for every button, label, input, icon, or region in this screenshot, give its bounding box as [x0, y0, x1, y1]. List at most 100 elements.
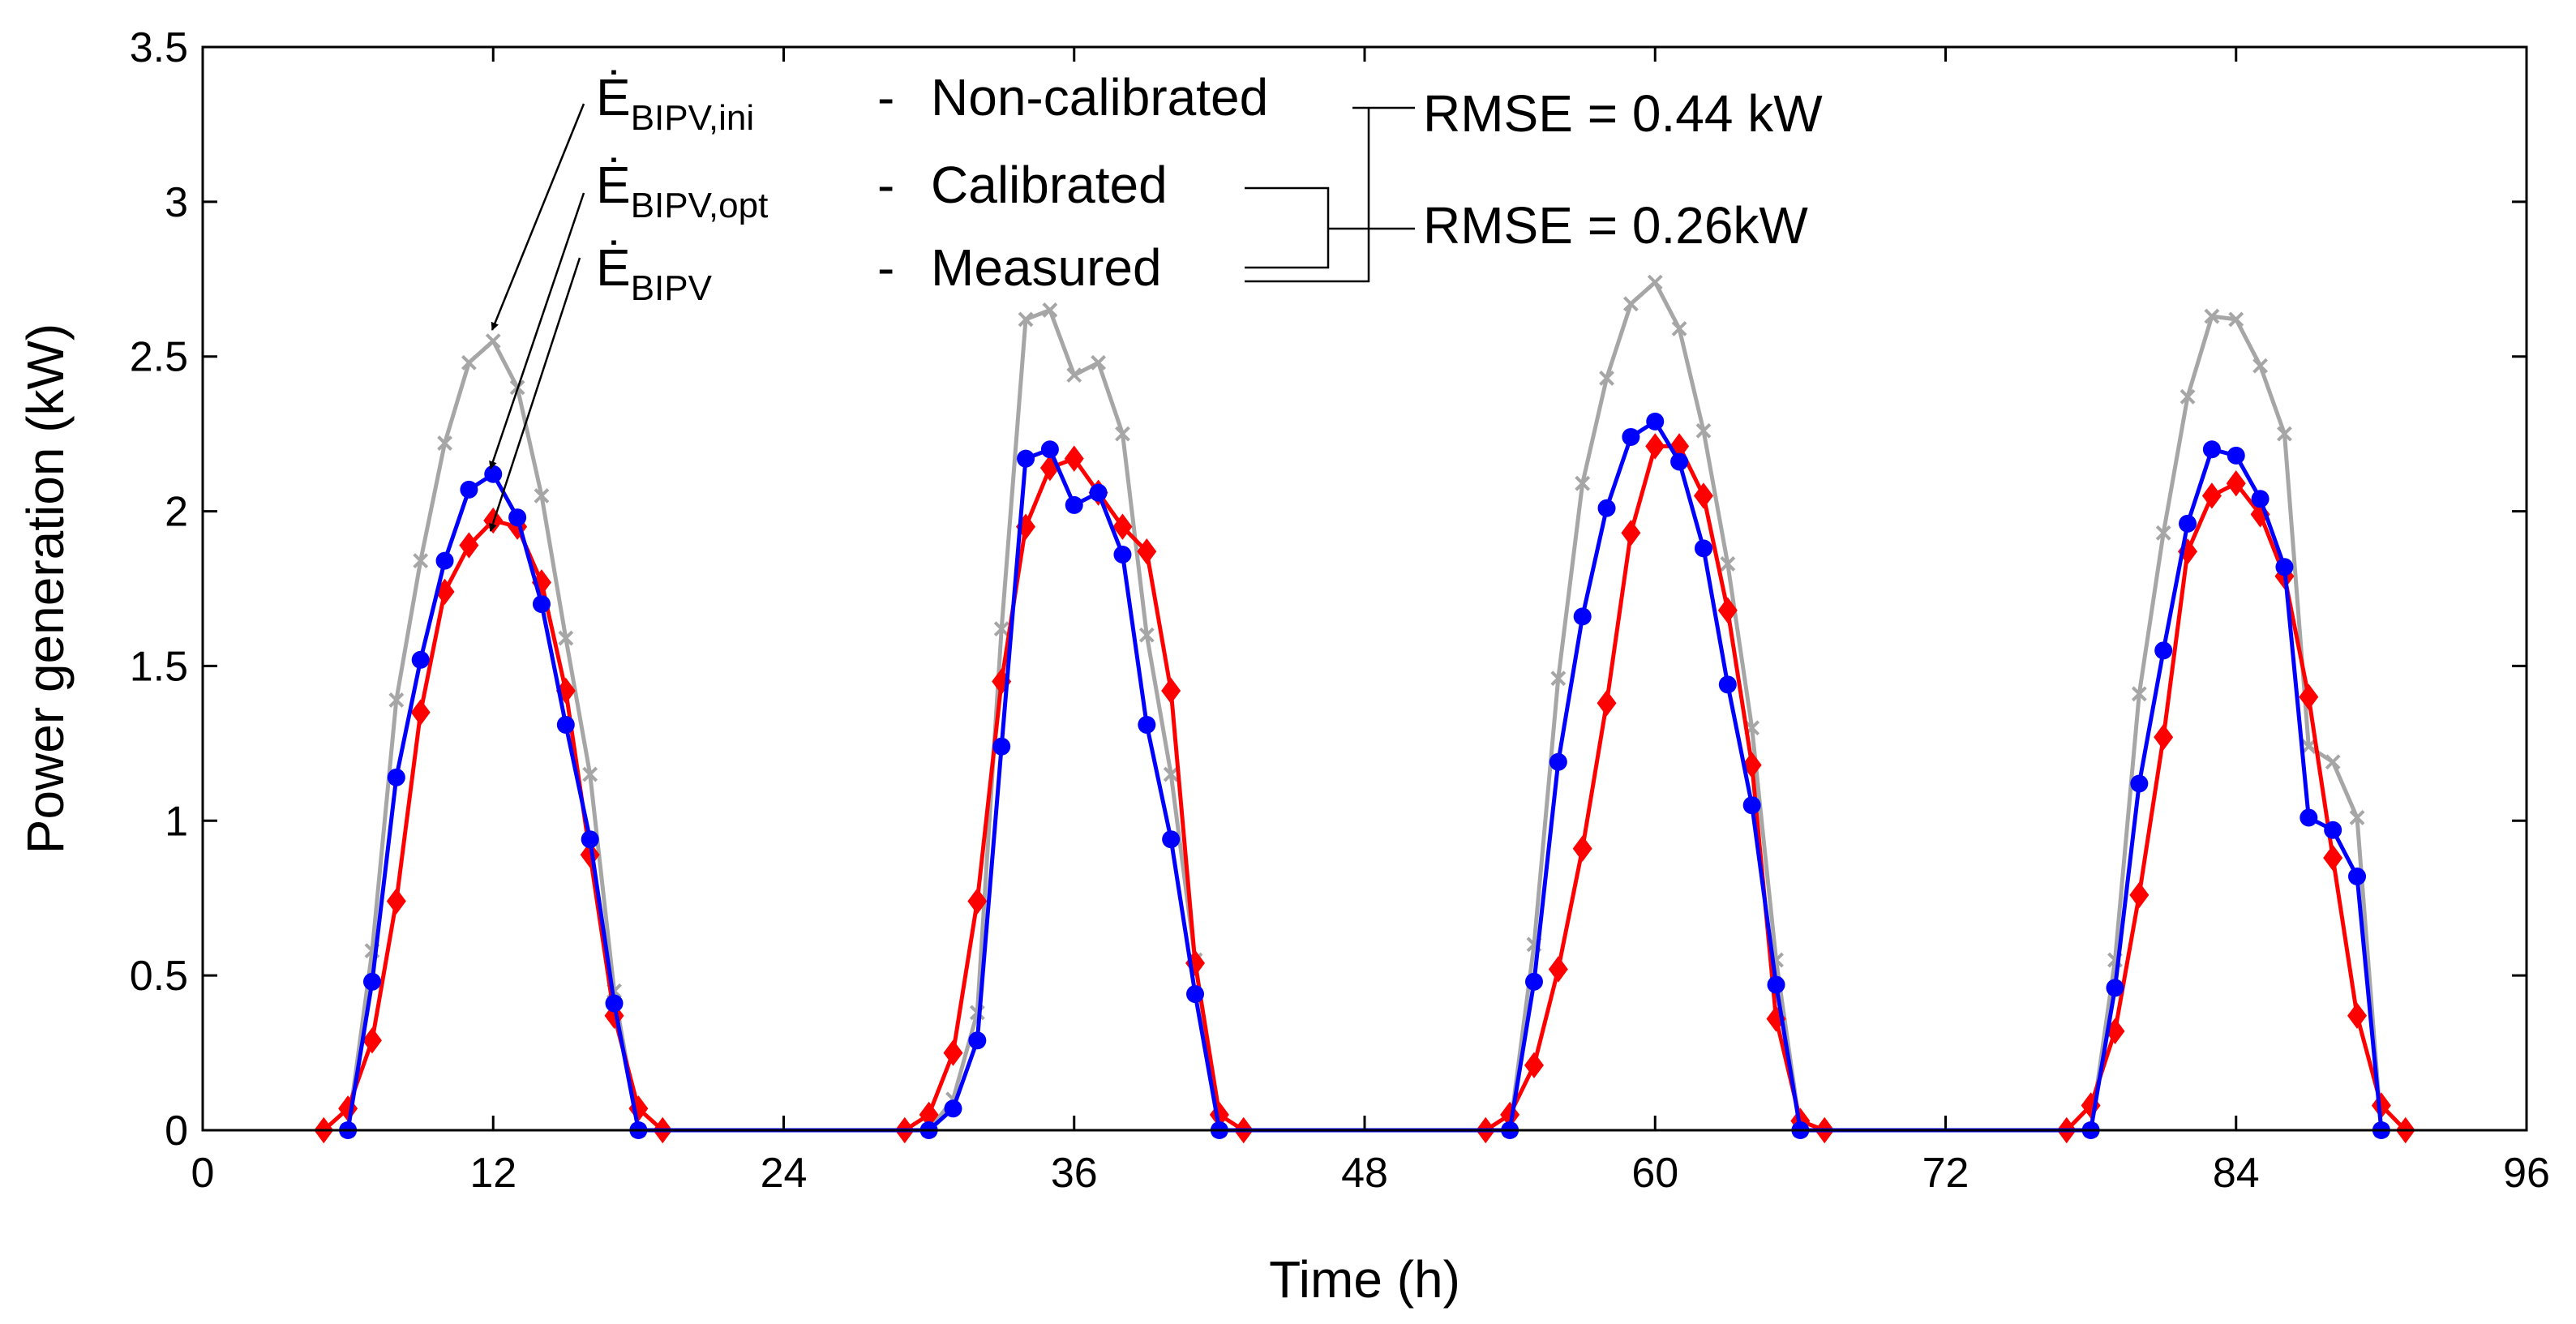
x-tick-label: 12: [469, 1150, 516, 1197]
data-point: [581, 830, 599, 849]
data-point: [2277, 426, 2292, 442]
data-point: [1622, 427, 1640, 446]
data-point: [1162, 830, 1181, 849]
data-point: [2227, 446, 2245, 465]
data-point: [2300, 808, 2318, 827]
rmse-non-calibrated: RMSE = 0.44 kW: [1423, 84, 1823, 143]
data-point: [2154, 724, 2174, 751]
data-point: [2347, 1002, 2368, 1029]
data-point: [919, 1101, 939, 1129]
data-point: [1186, 985, 1205, 1004]
data-point: [2226, 470, 2246, 497]
data-point: [1622, 296, 1639, 312]
data-point: [485, 333, 501, 349]
data-point: [413, 553, 429, 569]
y-tick-label: 1.5: [130, 643, 188, 690]
y-tick-label: 3: [165, 179, 188, 226]
data-point: [1089, 483, 1108, 502]
data-point: [362, 972, 381, 991]
legend-label-calibrated: Calibrated: [931, 156, 1168, 214]
data-point: [2228, 311, 2244, 328]
bracket-non-calibrated: [1245, 106, 1415, 283]
y-tick-label: 2: [165, 489, 188, 536]
legend-dash-non-calibrated: -: [877, 68, 894, 126]
x-tick-label: 84: [2213, 1150, 2260, 1197]
legend-dash-measured: -: [877, 238, 894, 297]
data-point: [1524, 972, 1543, 991]
data-point: [2154, 641, 2173, 660]
data-point: [1645, 433, 1665, 460]
data-point: [1621, 520, 1641, 546]
x-tick-label: 60: [1631, 1150, 1678, 1197]
data-point: [1572, 835, 1592, 862]
y-tick-label: 0: [165, 1108, 188, 1155]
data-point: [2201, 482, 2222, 509]
data-point: [1647, 274, 1663, 290]
data-point: [2179, 514, 2197, 533]
legend: ĖBIPV,ini - Non-calibrated ĖBIPV,opt - C…: [489, 68, 1823, 532]
data-point: [1718, 675, 1737, 694]
legend-label-non-calibrated: Non-calibrated: [931, 68, 1268, 126]
data-point: [1042, 302, 1058, 318]
data-point: [338, 1095, 358, 1122]
data-point: [1694, 539, 1712, 558]
x-tick-label: 48: [1341, 1150, 1388, 1197]
x-tick-label: 96: [2503, 1150, 2550, 1197]
data-point: [1066, 367, 1082, 383]
data-point: [1767, 975, 1785, 994]
legend-label-measured: Measured: [931, 238, 1162, 297]
data-point: [1742, 796, 1761, 815]
data-point: [1161, 677, 1181, 705]
data-point: [605, 994, 624, 1013]
data-point: [1597, 499, 1616, 517]
data-point: [532, 595, 551, 614]
x-tick-label: 72: [1922, 1150, 1970, 1197]
data-point: [558, 630, 574, 646]
data-point: [2178, 538, 2198, 565]
data-point: [1599, 371, 1614, 386]
data-point: [435, 551, 454, 570]
legend-symbol-calibrated: ĖBIPV,opt: [596, 156, 768, 225]
data-point: [1524, 1052, 1544, 1079]
data-point: [2299, 683, 2319, 710]
tick-layer: 0 12 24 36 48 60 72 84 96 0 0.5 1 1.5 2 2.5 3 3.5: [130, 24, 2550, 1197]
legend-symbol-measured: ĖBIPV: [596, 238, 713, 308]
data-point: [437, 435, 452, 452]
data-point: [967, 888, 988, 915]
data-point: [1138, 715, 1156, 734]
data-point: [2130, 774, 2149, 793]
data-point: [1091, 354, 1107, 371]
data-point: [1597, 690, 1617, 717]
data-point: [1064, 445, 1084, 472]
data-point: [2252, 358, 2269, 374]
data-point: [362, 1027, 382, 1054]
data-point: [1695, 422, 1712, 439]
data-point: [2202, 440, 2221, 459]
data-point: [411, 650, 430, 669]
series-measured: [314, 433, 2415, 1144]
data-point: [388, 692, 405, 708]
arrow-measured: [489, 257, 581, 532]
data-point: [2324, 821, 2342, 839]
data-point: [992, 737, 1011, 756]
data-point: [2349, 810, 2365, 825]
data-point: [1669, 433, 1690, 460]
data-point: [2155, 525, 2171, 541]
data-point: [460, 480, 478, 499]
rmse-calibrated: RMSE = 0.26kW: [1423, 196, 1808, 255]
data-point: [968, 1031, 987, 1050]
data-point: [556, 715, 575, 734]
data-point: [943, 1039, 963, 1066]
data-point: [944, 1099, 962, 1118]
data-point: [387, 768, 405, 786]
data-point: [459, 532, 479, 559]
data-point: [1018, 311, 1034, 328]
legend-dash-calibrated: -: [877, 156, 894, 214]
data-point: [1138, 627, 1155, 643]
data-point: [484, 465, 503, 483]
data-point: [1163, 766, 1179, 782]
arrow-non-calibrated: [491, 103, 585, 331]
data-point: [2251, 490, 2270, 508]
x-tick-label: 36: [1051, 1150, 1098, 1197]
